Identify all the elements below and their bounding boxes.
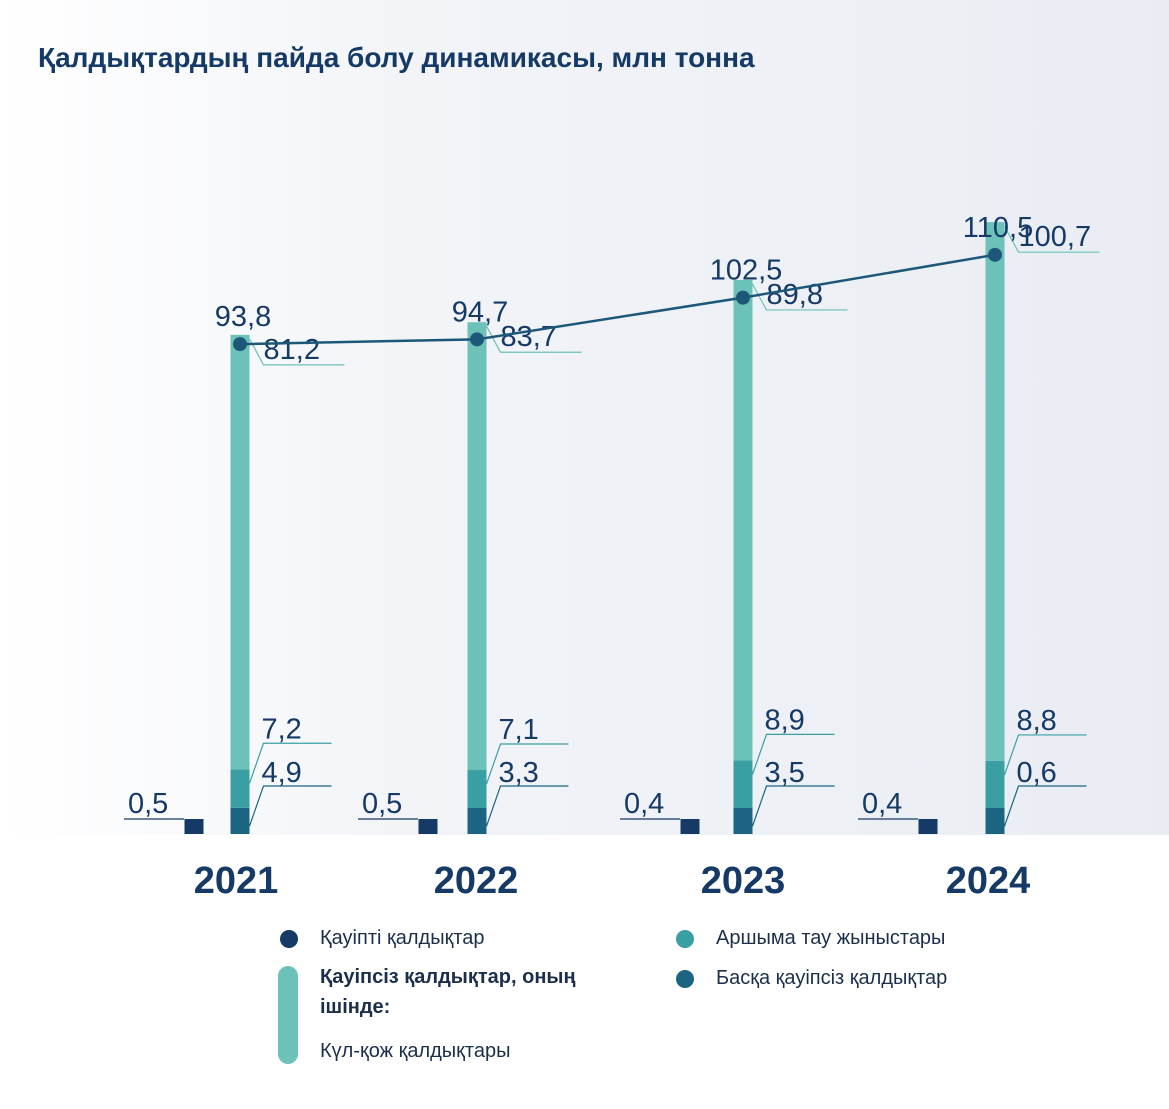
total-line [240,255,995,344]
legend-label-other-nonhaz: Басқа қауіпсіз қалдықтар [716,967,947,990]
bar-overburden-2024 [986,761,1005,808]
leader-other-nonhaz-2023 [753,786,835,826]
legend-item-hazardous: Қауіпті қалдықтар [280,927,485,950]
bar-ash-slag-2022 [468,322,487,770]
legend-label-hazardous: Қауіпті қалдықтар [320,927,485,950]
bar-other-nonhaz-2022 [468,808,487,834]
label-total-2023: 102,5 [710,255,783,287]
year-label-2023: 2023 [673,860,813,903]
bar-other-nonhaz-2021 [231,808,250,834]
label-total-2021: 93,8 [215,301,271,333]
leader-other-nonhaz-2021 [250,786,332,826]
label-other-nonhaz-2021: 4,9 [262,757,302,789]
year-label-2021: 2021 [166,860,306,903]
label-overburden-2023: 8,9 [765,704,805,736]
bar-overburden-2021 [231,769,250,808]
legend-swatch-nonhazardous [278,966,298,1064]
label-total-2022: 94,7 [452,296,508,328]
legend-dot-other-nonhaz [676,970,694,988]
bar-ash-slag-2024 [986,222,1005,761]
legend-item-overburden: Аршыма тау жыныстары [676,927,945,950]
label-ash-slag-2022: 83,7 [501,321,557,353]
bar-ash-slag-2023 [734,280,753,760]
label-overburden-2021: 7,2 [262,713,302,745]
year-label-2022: 2022 [406,860,546,903]
label-other-nonhaz-2024: 0,6 [1017,757,1057,789]
total-point-2023 [736,291,750,305]
bar-hazardous-2021 [185,819,204,834]
legend-label-overburden: Аршыма тау жыныстары [716,927,945,950]
label-overburden-2024: 8,8 [1017,705,1057,737]
label-other-nonhaz-2022: 3,3 [499,757,539,789]
label-total-2024: 110,5 [963,212,1033,244]
label-hazardous-2024: 0,4 [862,788,902,820]
label-hazardous-2021: 0,5 [128,788,168,820]
legend-heading-nonhazardous: Қауіпсіз қалдықтар, оның [320,964,576,990]
label-overburden-2022: 7,1 [499,714,539,746]
label-other-nonhaz-2023: 3,5 [765,757,805,789]
total-point-2024 [988,248,1002,262]
legend-item-other-nonhaz: Басқа қауіпсіз қалдықтар [676,967,947,990]
label-ash-slag-2021: 81,2 [264,334,320,366]
total-point-2022 [470,332,484,346]
bar-overburden-2022 [468,770,487,808]
bar-ash-slag-2021 [231,335,250,769]
chart-canvas: 0,54,97,281,20,53,37,183,70,43,58,989,80… [0,0,1169,835]
bar-other-nonhaz-2023 [734,808,753,834]
legend-dot-overburden [676,930,694,948]
label-hazardous-2023: 0,4 [624,788,664,820]
legend-dot-hazardous [280,930,298,948]
bar-hazardous-2022 [419,819,438,834]
label-hazardous-2022: 0,5 [362,788,402,820]
leader-other-nonhaz-2022 [487,786,569,826]
leader-other-nonhaz-2024 [1005,786,1087,826]
bar-overburden-2023 [734,760,753,808]
legend-item-ash-slag: Күл-қож қалдықтары [320,1040,510,1063]
total-point-2021 [233,337,247,351]
year-label-2024: 2024 [918,860,1058,903]
bar-hazardous-2024 [919,819,938,834]
bar-other-nonhaz-2024 [986,808,1005,834]
bar-hazardous-2023 [681,819,700,834]
legend-label-ash-slag: Күл-қож қалдықтары [320,1040,510,1063]
legend-heading-nonhazardous-2: ішінде: [320,994,390,1020]
